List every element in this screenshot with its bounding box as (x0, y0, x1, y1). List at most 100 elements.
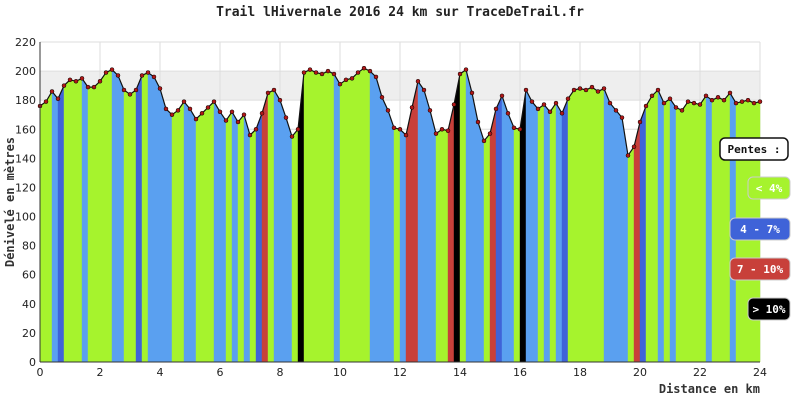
slope-segment (141, 72, 149, 363)
profile-point (121, 87, 127, 93)
slope-segment (471, 92, 479, 363)
slope-segment (459, 69, 467, 363)
slope-segment (627, 146, 635, 363)
profile-point (49, 89, 55, 94)
slope-segment (195, 112, 203, 363)
legend-label: > 10% (752, 303, 785, 316)
profile-point (343, 77, 349, 83)
profile-point (475, 119, 481, 125)
legend-swatch (747, 176, 791, 200)
profile-point (613, 108, 619, 113)
profile-point (361, 65, 367, 71)
profile-point (697, 102, 703, 107)
slope-segment (153, 76, 161, 363)
profile-point (655, 87, 661, 93)
profile-point (733, 100, 739, 106)
slope-segment (591, 86, 599, 363)
x-tick-label: 6 (217, 366, 224, 379)
profile-point (505, 111, 511, 116)
legend-label: 4 - 7% (740, 223, 780, 236)
slope-segment (375, 76, 383, 363)
y-tick-label: 140 (15, 152, 36, 165)
x-tick-label: 14 (453, 366, 467, 379)
slope-segment (339, 79, 347, 363)
profile-point (373, 74, 379, 80)
legend: Pentes : < 4% 4 - 7% 7 - 10% > 10% (719, 137, 791, 321)
slope-segment (363, 67, 371, 363)
profile-point (673, 105, 679, 110)
x-tick-label: 12 (393, 366, 407, 379)
profile-point (73, 79, 79, 84)
slope-segment (555, 102, 563, 363)
profile-point (349, 76, 355, 81)
profile-point (163, 106, 169, 112)
profile-point (517, 127, 523, 132)
slope-segment (87, 86, 95, 363)
profile-point (619, 115, 625, 120)
slope-segment (69, 79, 77, 363)
slope-segment (387, 110, 395, 363)
axes (39, 42, 760, 363)
profile-point (457, 71, 463, 77)
profile-point (55, 96, 61, 101)
x-tick-label: 20 (633, 366, 647, 379)
x-tick-label: 24 (753, 366, 767, 379)
slope-segment (579, 88, 587, 363)
profile-point (139, 73, 145, 78)
profile-point (703, 93, 709, 99)
slope-segment (441, 129, 449, 363)
profile-point (445, 128, 451, 133)
profile-point (709, 97, 715, 103)
profile-point (103, 70, 109, 75)
profile-point (61, 83, 67, 88)
slope-segment (687, 101, 695, 363)
slope-segment (669, 98, 677, 363)
profile-point (307, 67, 313, 72)
profile-point (97, 79, 103, 84)
slope-segment (201, 106, 209, 363)
slope-segment (267, 89, 275, 363)
profile-point (463, 67, 469, 72)
profile-point (313, 70, 319, 75)
slope-segment (429, 110, 437, 363)
profile-point (679, 108, 685, 113)
slope-segment (477, 121, 485, 363)
profile-point (367, 68, 373, 74)
slope-segment (219, 111, 227, 363)
slope-segment (291, 128, 299, 363)
profile-point (637, 119, 643, 125)
slope-segment (483, 133, 491, 363)
profile-point (523, 87, 529, 93)
profile-point (67, 77, 73, 83)
y-tick-label: 220 (15, 36, 36, 49)
slope-segment (381, 97, 389, 363)
slope-segment (273, 89, 281, 363)
profile-point (481, 138, 487, 144)
slope-segment (99, 71, 107, 363)
profile-point (151, 74, 157, 80)
slope-segment (495, 95, 503, 363)
slope-segment (111, 69, 119, 363)
profile-point (547, 109, 553, 115)
profile-point (337, 81, 343, 87)
y-tick-label: 100 (15, 211, 36, 224)
x-tick-label: 22 (693, 366, 707, 379)
profile-point (559, 111, 565, 116)
profile-point (535, 106, 541, 112)
slope-area (39, 67, 761, 363)
slope-segment (693, 102, 701, 363)
slope-segment (225, 111, 233, 363)
slope-segment (531, 101, 539, 363)
x-tick-label: 0 (37, 366, 44, 379)
slope-segment (57, 85, 65, 363)
slope-segment (435, 128, 443, 363)
slope-segment (615, 109, 623, 363)
slope-segment (351, 72, 359, 363)
slope-segment (513, 127, 521, 363)
profile-point (355, 70, 361, 75)
profile-point (487, 131, 493, 136)
profile-point (421, 87, 427, 93)
profile-point (211, 99, 217, 104)
profile-point (493, 106, 499, 112)
